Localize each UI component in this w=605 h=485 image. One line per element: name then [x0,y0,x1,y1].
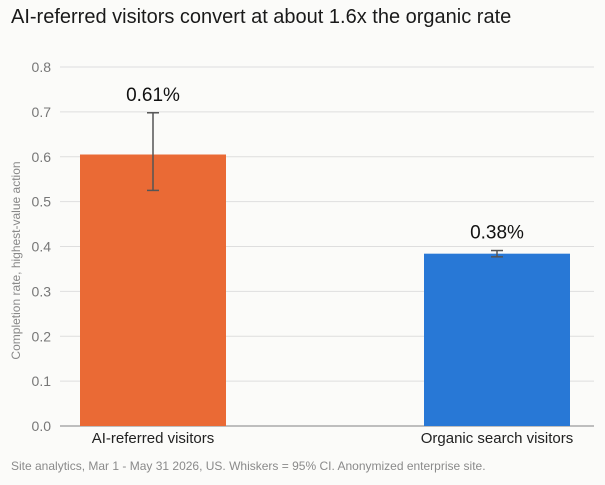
y-tick-label: 0.0 [32,418,52,434]
chart-title: AI-referred visitors convert at about 1.… [11,6,512,28]
y-tick-label: 0.4 [32,239,52,255]
data-label: 0.38% [470,223,524,244]
bar [80,154,226,426]
y-tick-label: 0.5 [32,194,52,210]
y-tick-label: 0.8 [32,59,52,75]
bar [424,253,570,426]
source-note: Site analytics, Mar 1 - May 31 2026, US.… [11,459,486,473]
y-tick-label: 0.7 [32,104,52,120]
x-category-label: AI-referred visitors [92,430,215,447]
x-category-label: Organic search visitors [421,430,574,447]
data-label: 0.61% [126,85,180,106]
y-axis-label: Completion rate, highest-value action [9,161,23,359]
y-tick-label: 0.6 [32,149,52,165]
y-tick-label: 0.1 [32,373,52,389]
y-tick-label: 0.3 [32,283,52,299]
y-tick-label: 0.2 [32,328,52,344]
